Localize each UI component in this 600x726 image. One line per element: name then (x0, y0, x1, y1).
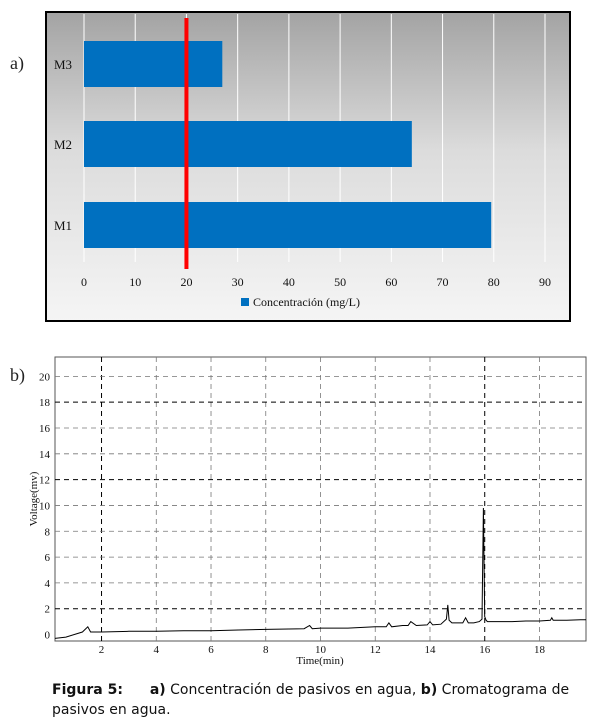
x-tick-label-40: 40 (283, 275, 295, 289)
panel-label-a: a) (10, 53, 24, 73)
x-tick-label-80: 80 (488, 275, 500, 289)
y-tick-label-16: 16 (39, 423, 51, 435)
category-label-m1: M1 (54, 218, 72, 233)
category-label-m3: M3 (54, 57, 72, 72)
y-tick-label-2: 2 (45, 604, 51, 616)
x-tick-label-8: 8 (263, 644, 269, 656)
chart-a-legend: Concentración (mg/L) (241, 295, 360, 309)
x-tick-label-14: 14 (424, 644, 436, 656)
y-tick-label-12: 12 (39, 475, 50, 487)
chart-b-x-axis-label: Time(min) (296, 655, 344, 667)
x-tick-label-0: 0 (81, 275, 87, 289)
x-tick-label-10: 10 (315, 644, 327, 656)
y-tick-label-18: 18 (39, 397, 51, 409)
bar-m2 (84, 121, 412, 167)
chart-b-y-tick-labels: 0 2 4 6 8 10 12 14 16 18 20 (39, 371, 51, 641)
legend-swatch (241, 298, 249, 306)
line-chart-chromatogram: 2 4 6 8 10 12 14 16 18 0 2 4 6 8 10 12 14 16 18 20 Time(mi… (28, 356, 587, 667)
y-tick-label-10: 10 (39, 500, 51, 512)
x-tick-label-90: 90 (539, 275, 551, 289)
x-tick-label-2: 2 (99, 644, 105, 656)
chart-b-x-tick-labels: 2 4 6 8 10 12 14 16 18 (99, 644, 546, 656)
x-tick-label-20: 20 (180, 275, 192, 289)
y-tick-label-0: 0 (45, 630, 51, 642)
x-tick-label-50: 50 (334, 275, 346, 289)
y-tick-label-6: 6 (45, 552, 51, 564)
figure-caption: Figura 5: a) Concentración de pasivos en… (52, 680, 572, 720)
caption-figure-label: Figura 5: (52, 682, 123, 698)
legend-label: Concentración (mg/L) (253, 295, 360, 309)
chart-a-bars (84, 41, 492, 248)
chart-a-category-labels: M3 M2 M1 (54, 57, 72, 233)
x-tick-label-4: 4 (154, 644, 160, 656)
bar-m3 (84, 41, 223, 87)
chart-b-y-axis-label: Voltage(mv) (28, 471, 40, 526)
bar-m1 (84, 202, 492, 248)
x-tick-label-70: 70 (437, 275, 449, 289)
caption-a-text: Concentración de pasivos en agua, (165, 682, 421, 698)
category-label-m2: M2 (54, 137, 72, 152)
bar-chart-concentration: 0 10 20 30 40 50 60 70 80 90 M3 M2 M1 Concentración… (45, 11, 571, 322)
caption-b-mark: b) (420, 682, 438, 698)
x-tick-label-12: 12 (370, 644, 381, 656)
x-tick-label-10: 10 (129, 275, 141, 289)
x-tick-label-16: 16 (479, 644, 491, 656)
x-tick-label-60: 60 (385, 275, 397, 289)
y-tick-label-8: 8 (45, 526, 51, 538)
y-tick-label-14: 14 (39, 449, 51, 461)
chromatogram-trace (54, 507, 586, 639)
x-tick-label-18: 18 (534, 644, 546, 656)
caption-a-mark: a) (149, 682, 166, 698)
chart-b-plot-area (54, 356, 587, 642)
panel-label-b: b) (10, 365, 25, 385)
x-tick-label-30: 30 (232, 275, 244, 289)
chart-b-gridlines (55, 357, 586, 641)
chart-a-x-tick-labels: 0 10 20 30 40 50 60 70 80 90 (81, 275, 551, 289)
y-tick-label-4: 4 (45, 578, 51, 590)
y-tick-label-20: 20 (39, 371, 51, 383)
caption-b-text: Cromatograma de pasivos en agua. (52, 682, 570, 718)
x-tick-label-6: 6 (208, 644, 214, 656)
